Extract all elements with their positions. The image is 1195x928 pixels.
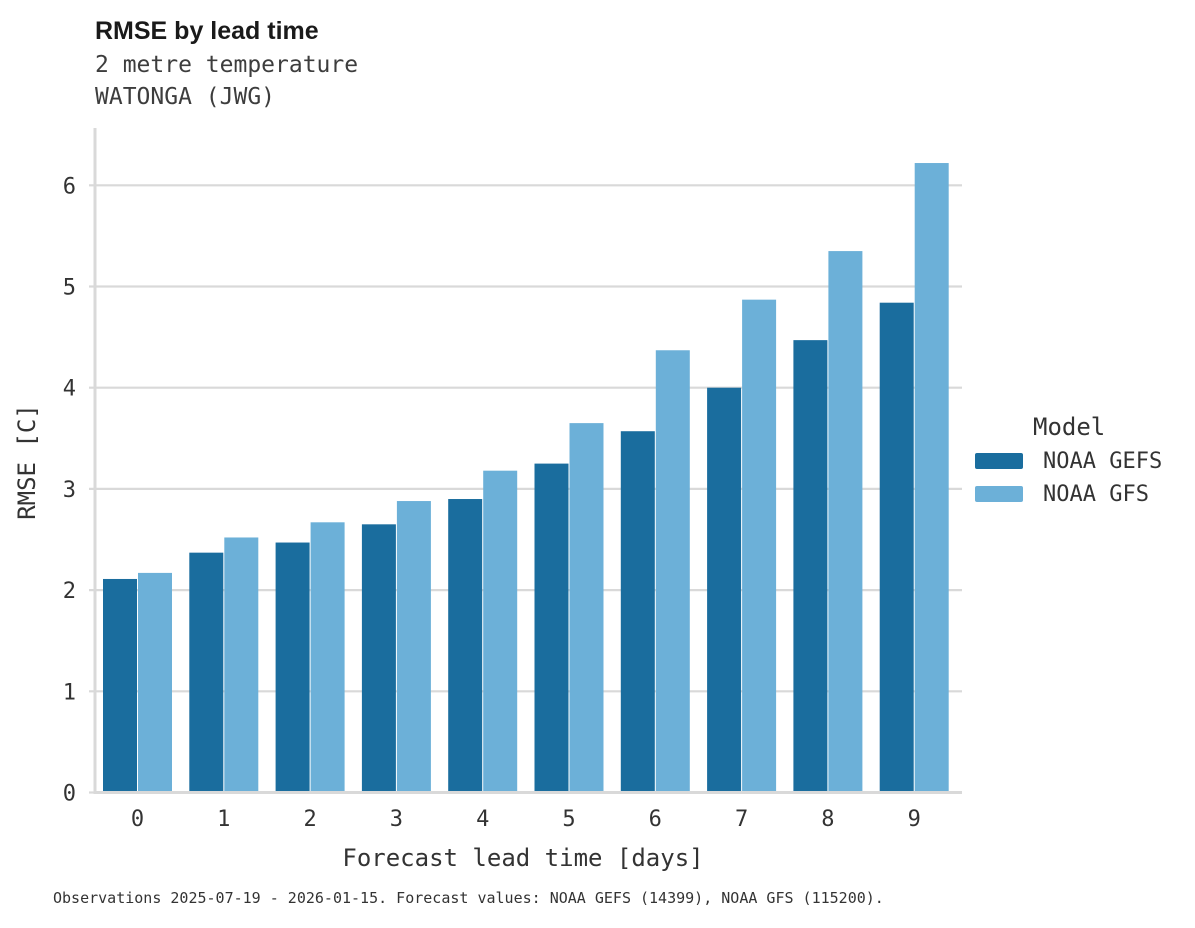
bar-noaa-gfs-3 — [396, 501, 431, 793]
x-tick-label-4: 4 — [476, 807, 489, 832]
bar-noaa-gfs-0 — [138, 572, 172, 793]
bar-noaa-gefs-3 — [361, 524, 396, 793]
y-tick-label-0: 0 — [63, 782, 76, 807]
legend-label-gfs: NOAA GFS — [1043, 481, 1149, 507]
bar-noaa-gfs-2 — [310, 522, 345, 793]
x-tick-label-9: 9 — [908, 807, 921, 832]
y-tick-label-4: 4 — [63, 377, 76, 402]
legend-item-gefs: NOAA GEFS — [965, 449, 1190, 474]
x-tick-label-7: 7 — [735, 807, 748, 832]
x-tick-label-0: 0 — [131, 807, 144, 832]
x-tick-label-6: 6 — [649, 807, 662, 832]
x-tick-label-2: 2 — [303, 807, 316, 832]
bar-noaa-gfs-1 — [224, 537, 259, 793]
x-tick-label-5: 5 — [562, 807, 575, 832]
bar-noaa-gefs-8 — [793, 340, 828, 793]
bar-noaa-gfs-6 — [655, 350, 690, 793]
y-axis-title: RMSE [C] — [13, 404, 41, 520]
legend-swatch-gfs-icon — [975, 486, 1023, 502]
chart-title: RMSE by lead time — [95, 17, 319, 45]
bar-noaa-gefs-2 — [275, 542, 310, 793]
y-tick-label-1: 1 — [63, 680, 76, 705]
legend-label-gefs: NOAA GEFS — [1043, 448, 1163, 474]
x-tick-label-8: 8 — [821, 807, 834, 832]
bar-noaa-gefs-4 — [448, 499, 483, 793]
x-tick-label-3: 3 — [390, 807, 403, 832]
y-tick-label-2: 2 — [63, 579, 76, 604]
bar-noaa-gfs-7 — [742, 299, 777, 793]
bar-noaa-gefs-0 — [103, 578, 137, 793]
caption: Observations 2025-07-19 - 2026-01-15. Fo… — [53, 889, 884, 907]
chart-subtitle-variable: 2 metre temperature — [95, 52, 359, 78]
x-axis-title: Forecast lead time [days] — [342, 844, 704, 872]
y-tick-label-3: 3 — [63, 478, 76, 503]
x-tick-label-1: 1 — [217, 807, 230, 832]
bar-noaa-gefs-9 — [879, 302, 914, 793]
legend: Model NOAA GEFS NOAA GFS — [965, 413, 1190, 519]
y-tick-label-5: 5 — [63, 276, 76, 301]
bar-noaa-gfs-9 — [914, 163, 949, 793]
bar-noaa-gefs-1 — [189, 552, 224, 793]
bar-noaa-gefs-7 — [707, 387, 742, 793]
bar-noaa-gefs-6 — [620, 431, 655, 793]
bar-noaa-gfs-5 — [569, 423, 604, 793]
y-tick-label-6: 6 — [63, 174, 76, 199]
legend-item-gfs: NOAA GFS — [965, 482, 1190, 507]
legend-swatch-gefs-icon — [975, 453, 1023, 469]
bar-noaa-gfs-8 — [828, 251, 863, 793]
legend-title: Model — [1033, 413, 1106, 441]
bar-noaa-gefs-5 — [534, 463, 569, 793]
chart-subtitle-station: WATONGA (JWG) — [95, 84, 276, 110]
bar-noaa-gfs-4 — [483, 470, 518, 793]
